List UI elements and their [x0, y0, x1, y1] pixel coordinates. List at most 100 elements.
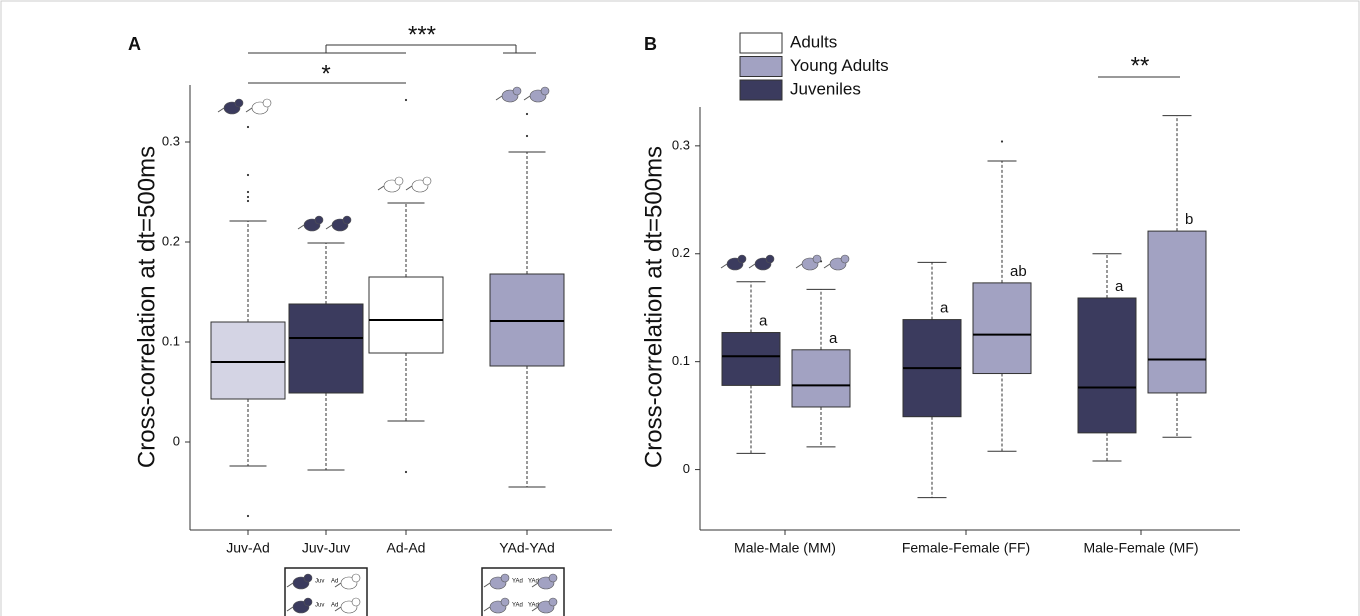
box — [791, 349, 851, 408]
group-letter: ab — [1010, 263, 1027, 280]
bird-icon — [548, 573, 558, 583]
legend-label: Young Adults — [790, 56, 889, 75]
inset-label: YAd — [512, 579, 523, 585]
inset-label: YAd — [512, 603, 523, 609]
box — [972, 282, 1032, 375]
outlier — [246, 195, 250, 199]
bird-icon — [325, 224, 333, 230]
y-tick-label: 0 — [173, 433, 180, 448]
group-letter: a — [759, 312, 768, 329]
box — [721, 332, 781, 386]
y-tick-label: 0.1 — [672, 353, 690, 368]
x-tick-label: Juv-Ad — [226, 540, 270, 556]
bird-icon — [720, 263, 728, 269]
annotation: ** — [1131, 52, 1150, 79]
bird-icon — [495, 95, 503, 101]
inset-label: Ad — [331, 579, 338, 585]
bird-icon — [795, 263, 803, 269]
panel-label: B — [644, 34, 657, 54]
bird-icon — [500, 573, 510, 583]
y-tick-label: 0.2 — [162, 233, 180, 248]
x-tick-label: Male-Female (MF) — [1083, 540, 1198, 556]
y-axis-title: Cross-correlation at dt=500ms — [133, 146, 160, 468]
inset-label: Ad — [331, 603, 338, 609]
outlier — [525, 134, 529, 138]
legend-swatch — [739, 79, 783, 101]
bird-icon — [765, 254, 775, 264]
bird-icon — [303, 597, 313, 607]
y-tick-label: 0 — [683, 461, 690, 476]
bird-icon — [512, 86, 522, 96]
bird-icon — [297, 224, 305, 230]
outlier — [1000, 140, 1004, 143]
legend-swatch — [739, 56, 783, 77]
box — [1147, 230, 1207, 394]
outlier — [404, 98, 408, 102]
outlier — [246, 514, 250, 518]
inset-label: YAd — [528, 579, 539, 585]
box — [1077, 297, 1137, 434]
y-tick-label: 0.1 — [162, 333, 180, 348]
legend-label: Adults — [790, 32, 837, 51]
inset-label: Juv — [315, 579, 324, 585]
bird-icon — [531, 606, 539, 612]
bird-icon — [351, 573, 361, 583]
box — [288, 303, 364, 394]
group-letter: b — [1185, 211, 1193, 228]
y-axis-title: Cross-correlation at dt=500ms — [640, 146, 667, 468]
box — [368, 276, 444, 354]
outlier — [246, 199, 250, 203]
bird-icon — [405, 185, 413, 191]
group-letter: a — [829, 330, 838, 347]
bird-icon — [748, 263, 756, 269]
bird-icon — [500, 597, 510, 607]
y-tick-label: 0.2 — [672, 245, 690, 260]
inset-label: YAd — [528, 603, 539, 609]
bird-icon — [334, 606, 342, 612]
bird-icon — [234, 98, 244, 108]
annotation: * — [321, 60, 330, 87]
bird-icon — [840, 254, 850, 264]
y-tick-label: 0.3 — [672, 137, 690, 152]
box — [210, 321, 286, 400]
bird-icon — [303, 573, 313, 583]
bird-icon — [286, 582, 294, 588]
bird-icon — [483, 606, 491, 612]
inset-label: Juv — [315, 603, 324, 609]
outlier — [404, 470, 408, 474]
group-letter: a — [1115, 278, 1124, 295]
legend-label: Juveniles — [790, 79, 861, 98]
bird-icon — [531, 582, 539, 588]
bird-icon — [314, 215, 324, 225]
bird-icon — [342, 215, 352, 225]
x-tick-label: Female-Female (FF) — [902, 540, 1030, 556]
legend-swatch — [739, 32, 783, 54]
bird-icon — [823, 263, 831, 269]
bird-icon — [548, 597, 558, 607]
outlier — [525, 112, 529, 116]
bird-icon — [334, 582, 342, 588]
x-tick-label: Juv-Juv — [302, 540, 350, 556]
bird-icon — [262, 98, 272, 108]
bird-icon — [245, 107, 253, 113]
outlier — [246, 190, 250, 194]
panel-label: A — [128, 34, 141, 54]
y-tick-label: 0.3 — [162, 133, 180, 148]
bird-icon — [394, 176, 404, 186]
group-letter: a — [940, 300, 949, 317]
x-tick-label: YAd-YAd — [499, 540, 555, 556]
x-tick-label: Male-Male (MM) — [734, 540, 836, 556]
bird-icon — [540, 86, 550, 96]
bird-icon — [351, 597, 361, 607]
outlier — [246, 125, 250, 129]
bird-icon — [377, 185, 385, 191]
outlier — [246, 173, 250, 177]
bird-icon — [737, 254, 747, 264]
bird-icon — [286, 606, 294, 612]
bird-icon — [812, 254, 822, 264]
annotation: *** — [408, 21, 436, 48]
x-tick-label: Ad-Ad — [387, 540, 426, 556]
bird-icon — [523, 95, 531, 101]
bird-icon — [217, 107, 225, 113]
